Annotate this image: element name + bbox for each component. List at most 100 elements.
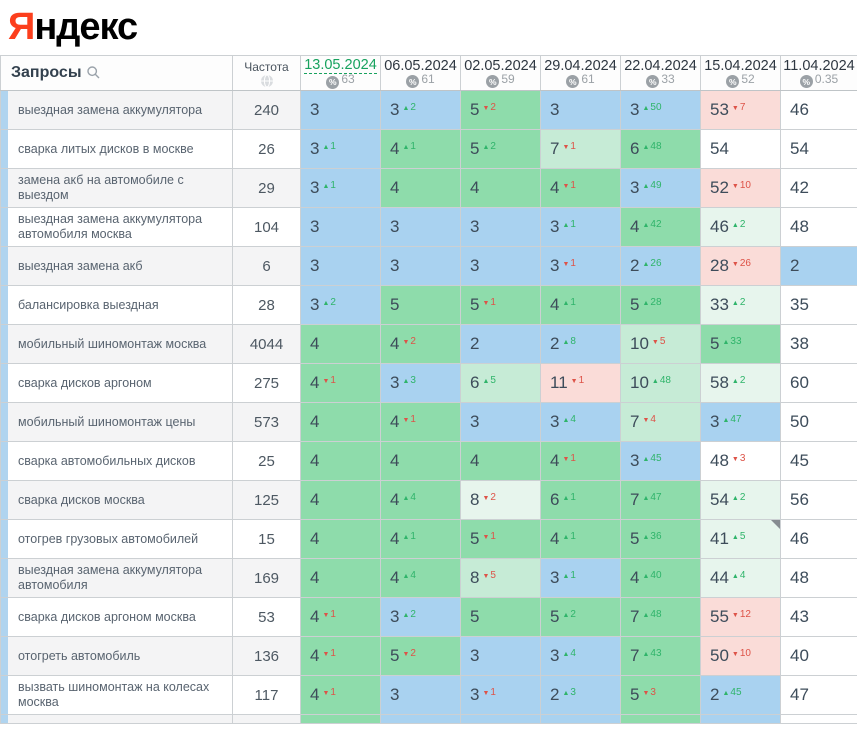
date-label[interactable]: 11.04.2024	[783, 57, 855, 74]
position-cell: 4	[300, 519, 381, 559]
keyword-cell[interactable]: замена акб на автомобиле с выездом	[0, 168, 233, 208]
delta-down: ▼1	[562, 453, 576, 464]
arrow-up-icon: ▲	[731, 222, 739, 229]
date-label[interactable]: 06.05.2024	[384, 57, 457, 74]
visibility-percent: % 63	[301, 72, 380, 89]
position-value: 7	[630, 412, 640, 431]
group-color-stripe	[1, 91, 8, 129]
table-row	[0, 714, 857, 724]
table-row: выездная замена аккумулятора 240 3 3 ▲2 5 ▼2 3 3…	[0, 90, 857, 130]
delta-up: ▲42	[642, 219, 662, 230]
position-value: 4	[390, 451, 400, 470]
keyword-cell[interactable]: сварка литых дисков в москве	[0, 129, 233, 169]
position-value: 3	[310, 139, 320, 158]
keyword-cell[interactable]: выездная замена аккумулятора	[0, 90, 233, 130]
keyword-label: сварка автомобильных дисков	[18, 453, 196, 468]
arrow-down-icon: ▼	[562, 456, 570, 463]
keyword-cell[interactable]: мобильный шиномонтаж москва	[0, 324, 233, 364]
keyword-cell[interactable]: сварка дисков москва	[0, 480, 233, 520]
arrow-up-icon: ▲	[402, 105, 410, 112]
date-header[interactable]: 02.05.2024% 59	[460, 55, 541, 91]
position-cell: 4	[460, 441, 541, 481]
position-value: 48	[710, 451, 729, 470]
keyword-label: отогрев грузовых автомобилей	[18, 531, 199, 546]
arrow-up-icon: ▲	[642, 183, 650, 190]
date-label[interactable]: 22.04.2024	[624, 57, 697, 74]
date-label[interactable]: 02.05.2024	[464, 57, 537, 74]
date-label[interactable]: 29.04.2024	[544, 57, 617, 74]
search-icon[interactable]	[86, 65, 101, 80]
visibility-percent: % 61	[381, 72, 460, 89]
position-value: 3	[470, 217, 480, 236]
arrow-up-icon: ▲	[402, 612, 410, 619]
table-row: мобильный шиномонтаж москва 4044 4 4 ▼2 2 2 ▲8 1…	[0, 324, 857, 364]
date-header[interactable]: 29.04.2024% 61	[540, 55, 621, 91]
position-value: 54	[710, 490, 729, 509]
table-row: сварка автомобильных дисков 25 4 4 4 4 ▼1 3 ▲45 4…	[0, 441, 857, 481]
keyword-label: замена акб на автомобиле с выездом	[18, 173, 184, 202]
position-value: 3	[550, 256, 560, 275]
keyword-label: сварка дисков москва	[18, 492, 145, 507]
position-value: 2	[550, 334, 560, 353]
position-cell: 2 ▲8	[540, 324, 621, 364]
arrow-up-icon: ▲	[642, 105, 650, 112]
keyword-cell[interactable]: выездная замена аккумулятора автомобиля	[0, 558, 233, 598]
table-row: выездная замена акб 6 3 3 3 3 ▼1 2 ▲26 28 ▼26 2	[0, 246, 857, 286]
keyword-cell[interactable]: сварка дисков аргоном москва	[0, 597, 233, 637]
position-cell: 5	[380, 285, 461, 325]
group-color-stripe	[1, 598, 8, 636]
delta-up: ▲47	[722, 414, 742, 425]
frequency-header[interactable]: Частота	[232, 55, 301, 91]
keyword-cell[interactable]: выездная замена акб	[0, 246, 233, 286]
date-header[interactable]: 22.04.2024% 33	[620, 55, 701, 91]
position-cell: 5 ▲2	[460, 129, 541, 169]
group-color-stripe	[1, 481, 8, 519]
queries-header[interactable]: Запросы	[0, 55, 233, 91]
position-cell: 46	[780, 519, 857, 559]
delta-up: ▲1	[322, 141, 336, 152]
position-cell: 3 ▲1	[300, 168, 381, 208]
position-cell: 55 ▼12	[700, 597, 781, 637]
delta-up: ▲33	[722, 336, 742, 347]
date-label[interactable]: 15.04.2024	[704, 57, 777, 74]
position-cell: 48 ▼3	[700, 441, 781, 481]
arrow-down-icon: ▼	[402, 417, 410, 424]
arrow-down-icon: ▼	[731, 183, 739, 190]
position-value: 4	[390, 490, 400, 509]
position-cell: 4 ▲42	[620, 207, 701, 247]
delta-down: ▼1	[570, 375, 585, 386]
delta-up: ▲2	[322, 297, 336, 308]
frequency-cell: 15	[232, 519, 301, 559]
keyword-cell[interactable]: сварка дисков аргоном	[0, 363, 233, 403]
arrow-up-icon: ▲	[322, 144, 330, 151]
date-label[interactable]: 13.05.2024	[304, 57, 377, 74]
percent-value: 52	[741, 71, 755, 86]
date-header[interactable]: 13.05.2024% 63	[300, 55, 381, 91]
delta-up: ▲2	[482, 141, 496, 152]
position-value: 3	[550, 568, 560, 587]
arrow-up-icon: ▲	[562, 534, 570, 541]
position-value: 44	[710, 568, 729, 587]
position-cell: 7 ▼4	[620, 402, 701, 442]
keyword-cell[interactable]: вызвать шиномонтаж на колесах москва	[0, 675, 233, 715]
delta-down: ▼1	[562, 141, 576, 152]
keyword-cell[interactable]	[0, 714, 233, 724]
keyword-cell[interactable]: отогреть автомобиль	[0, 636, 233, 676]
position-cell: 3 ▲45	[620, 441, 701, 481]
keyword-cell[interactable]: балансировка выездная	[0, 285, 233, 325]
position-cell: 5 ▲2	[540, 597, 621, 637]
keyword-cell[interactable]: мобильный шиномонтаж цены	[0, 402, 233, 442]
keyword-cell[interactable]: сварка автомобильных дисков	[0, 441, 233, 481]
position-value: 5	[470, 100, 480, 119]
delta-down: ▼7	[731, 102, 746, 113]
date-header[interactable]: 11.04.2024% 0.35	[780, 55, 857, 91]
percent-value: 0.35	[814, 71, 839, 86]
keyword-cell[interactable]: отогрев грузовых автомобилей	[0, 519, 233, 559]
date-header[interactable]: 15.04.2024% 52	[700, 55, 781, 91]
keyword-cell[interactable]: выездная замена аккумулятора автомобиля …	[0, 207, 233, 247]
date-header[interactable]: 06.05.2024% 61	[380, 55, 461, 91]
delta-up: ▲2	[731, 219, 746, 230]
position-value: 4	[310, 451, 320, 470]
delta-up: ▲1	[562, 531, 576, 542]
position-value: 4	[550, 529, 560, 548]
